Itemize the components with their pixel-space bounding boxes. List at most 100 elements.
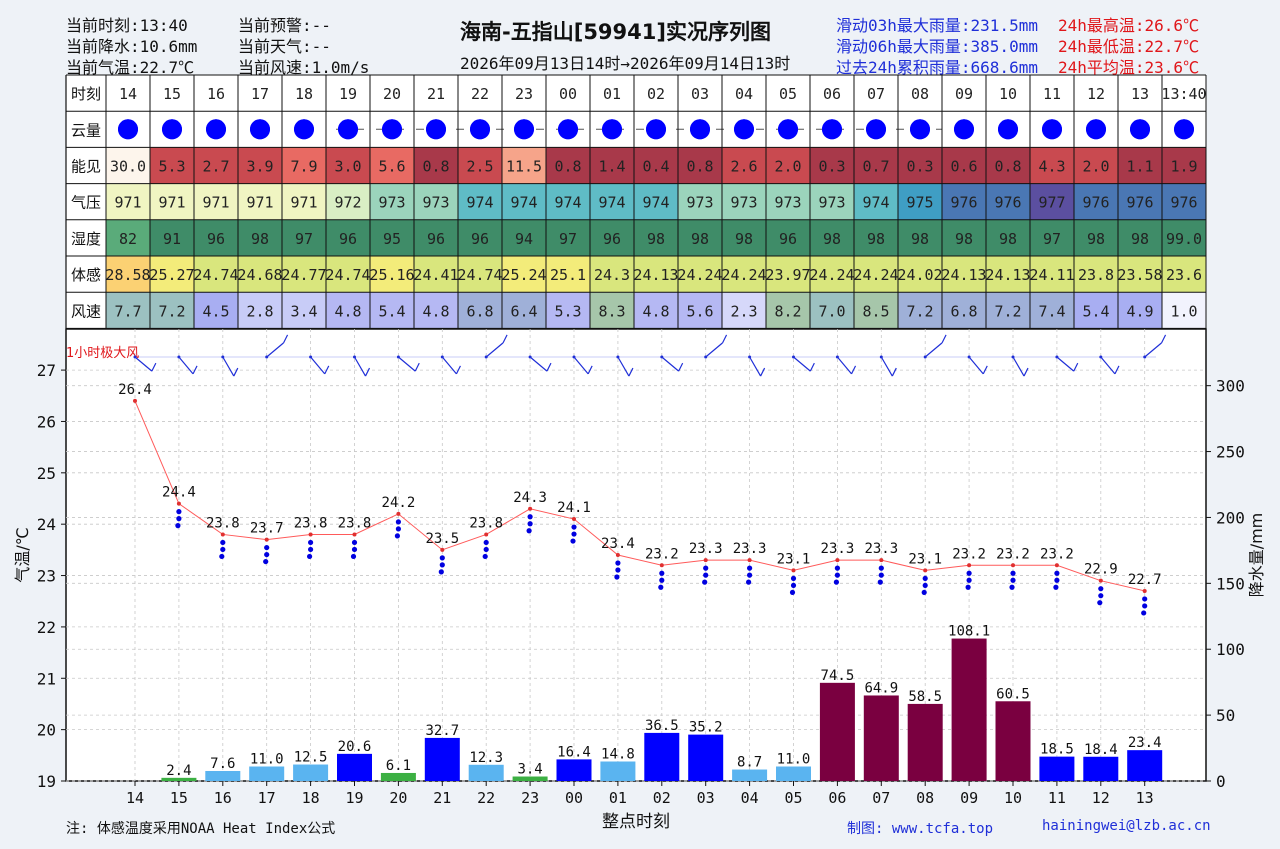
wind-barb-icon xyxy=(880,356,893,377)
cell-visibility-9 xyxy=(502,147,546,184)
row-label-visibility: 能见 xyxy=(71,158,101,176)
cell-visibility-value: 7.9 xyxy=(290,158,317,176)
cloud-cover-icon xyxy=(206,119,226,140)
cell-pressure-value: 974 xyxy=(554,194,581,212)
cell-humidity-value: 96 xyxy=(339,230,357,248)
rain-weather-icon xyxy=(1097,600,1103,606)
cloud-cover-icon xyxy=(558,119,578,140)
footer-email[interactable]: hainingwei@lzb.ac.cn xyxy=(1042,818,1211,834)
cell-pressure-value: 973 xyxy=(686,194,713,212)
rain-weather-icon xyxy=(659,570,665,576)
cell-humidity-17 xyxy=(854,219,898,256)
rain-bar-label: 14.8 xyxy=(601,746,635,762)
cell-humidity-21 xyxy=(1030,219,1074,256)
cell-pressure-20 xyxy=(986,183,1030,220)
gust-label: 1小时极大风 xyxy=(66,346,139,361)
rain-bar xyxy=(644,732,680,781)
rain-weather-icon xyxy=(965,584,971,590)
y-tick-rain: 250 xyxy=(1216,443,1245,462)
row-label-wind: 风速 xyxy=(71,302,101,320)
x-tick: 11 xyxy=(1048,789,1066,807)
y-tick-temp: 27 xyxy=(37,361,56,380)
cell-feels-19 xyxy=(942,256,986,293)
x-tick: 16 xyxy=(214,789,232,807)
cell-hours-value: 03 xyxy=(691,85,709,103)
rain-weather-icon xyxy=(1010,577,1016,583)
rain-weather-icon xyxy=(878,572,884,578)
cell-feels-15 xyxy=(766,256,810,293)
x-tick: 06 xyxy=(828,789,846,807)
cloud-cover-icon xyxy=(1042,119,1062,140)
rain-bar-label: 18.5 xyxy=(1040,742,1074,758)
y-tick-temp: 22 xyxy=(37,618,56,637)
cell-hours-value: 06 xyxy=(823,85,841,103)
cell-pressure-value: 977 xyxy=(1038,194,1065,212)
cell-feels-value: 23.8 xyxy=(1078,266,1114,284)
cell-humidity-value: 96 xyxy=(427,230,445,248)
cell-humidity-value: 91 xyxy=(163,230,181,248)
cell-wind-6 xyxy=(370,292,414,329)
rain-weather-icon xyxy=(571,524,577,530)
cloud-cover-icon xyxy=(602,119,622,140)
rain-weather-icon xyxy=(834,572,841,578)
cell-humidity-value: 96 xyxy=(779,230,797,248)
cell-humidity-20 xyxy=(986,219,1030,256)
cloud-cover-icon xyxy=(1086,119,1106,140)
cell-wind-value: 2.8 xyxy=(246,302,273,320)
cell-visibility-value: 2.6 xyxy=(730,158,757,176)
rain-weather-icon xyxy=(615,567,621,573)
cell-visibility-value: 1.9 xyxy=(1170,158,1197,176)
wind-barb-icon xyxy=(1012,356,1025,377)
cell-pressure-14 xyxy=(722,183,766,220)
cell-humidity-4 xyxy=(282,219,326,256)
wind-barb-icon xyxy=(1056,356,1075,372)
cell-feels-value: 24.13 xyxy=(633,266,678,284)
footer-credit[interactable]: 制图: www.tcfa.top xyxy=(847,821,994,837)
cell-feels-value: 24.13 xyxy=(941,266,986,284)
rain-bar-label: 12.5 xyxy=(294,750,328,766)
cell-pressure-value: 976 xyxy=(1082,194,1109,212)
rain-weather-icon xyxy=(1098,586,1104,592)
temperature-point xyxy=(879,558,884,563)
temperature-point xyxy=(615,553,620,557)
cell-feels-21 xyxy=(1030,256,1074,293)
rain-bar xyxy=(1083,756,1119,781)
rain-bar-label: 3.4 xyxy=(517,762,542,778)
temperature-line xyxy=(134,400,1145,592)
cell-wind-13 xyxy=(678,292,722,329)
rain-weather-icon xyxy=(1141,610,1147,616)
cell-hours-value: 21 xyxy=(427,85,445,103)
cell-wind-15 xyxy=(766,292,810,329)
x-tick: 18 xyxy=(302,789,320,807)
x-tick: 22 xyxy=(477,789,495,807)
rain-bar xyxy=(512,776,548,781)
cloud-cover-icon xyxy=(470,119,490,140)
rain-bar xyxy=(1127,750,1163,781)
temperature-point xyxy=(1098,578,1103,583)
cell-humidity-value: 98 xyxy=(1087,230,1105,248)
cell-visibility-value: 30.0 xyxy=(110,158,146,176)
temperature-label: 23.2 xyxy=(952,546,986,562)
cell-feels-value: 24.24 xyxy=(677,266,722,284)
temperature-point xyxy=(220,532,225,537)
cell-wind-value: 7.0 xyxy=(818,302,845,320)
cell-visibility-value: 0.8 xyxy=(686,158,713,176)
rain-bar-label: 35.2 xyxy=(689,720,723,736)
header-left-2: 当前气温:22.7℃ xyxy=(66,58,195,77)
cell-feels-20 xyxy=(986,256,1030,293)
rain-weather-icon xyxy=(483,546,489,553)
temperature-label: 23.8 xyxy=(294,515,328,531)
rain-weather-icon xyxy=(703,565,709,571)
temperature-point xyxy=(1142,588,1147,593)
cell-wind-3 xyxy=(238,292,282,329)
cell-pressure-value: 974 xyxy=(862,194,889,212)
cell-feels-value: 23.97 xyxy=(765,266,810,284)
wind-barb-icon xyxy=(353,356,367,377)
cell-wind-8 xyxy=(458,292,502,329)
cell-hours-value: 08 xyxy=(911,85,929,103)
rain-weather-icon xyxy=(966,570,972,576)
cell-feels-6 xyxy=(370,256,414,293)
cell-humidity-value: 98 xyxy=(867,230,885,248)
cell-visibility-7 xyxy=(414,147,458,184)
rain-weather-icon xyxy=(659,577,665,583)
